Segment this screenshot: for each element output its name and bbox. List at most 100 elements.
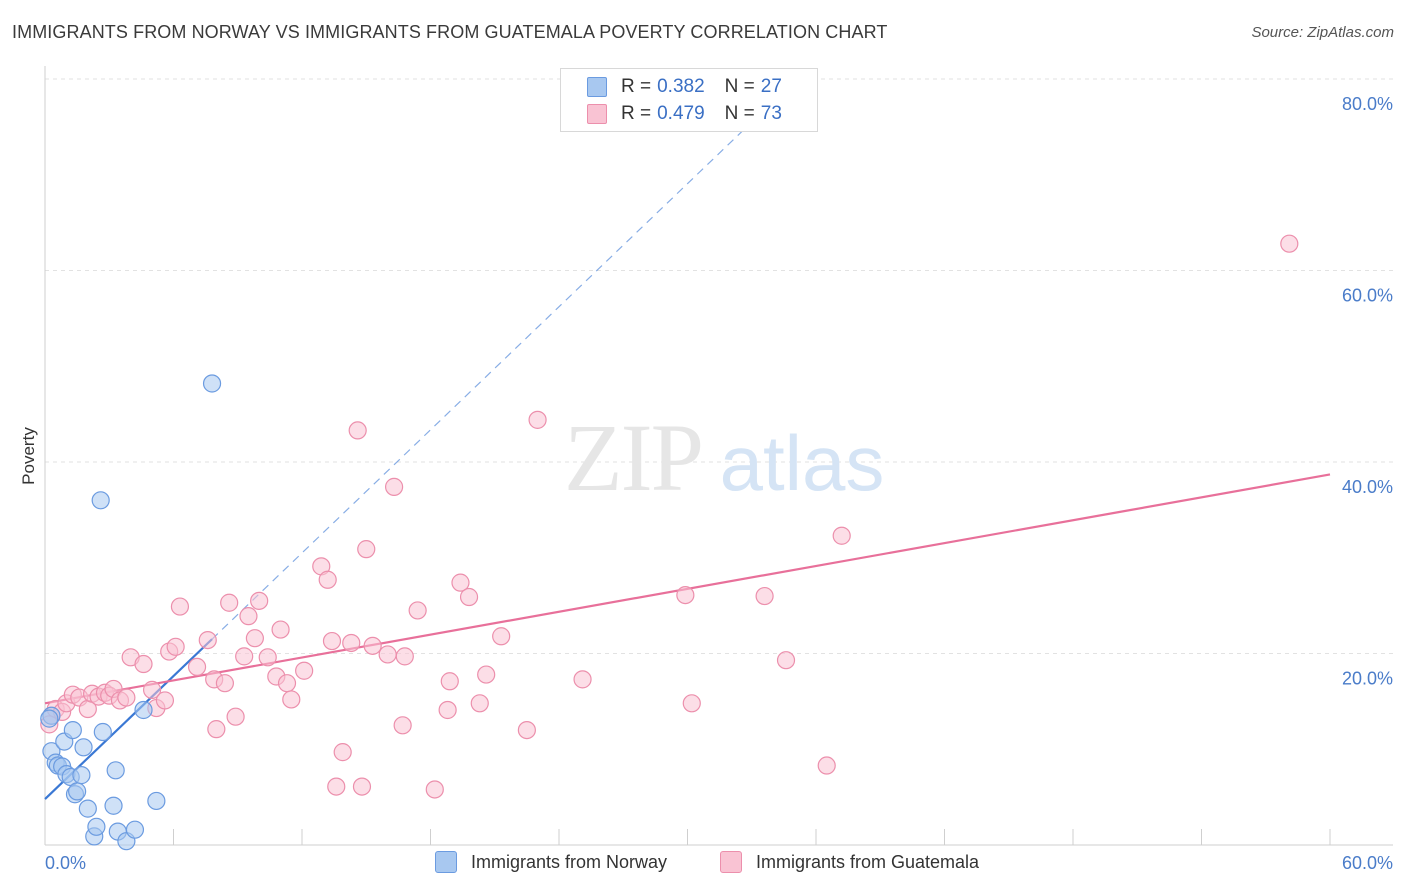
data-point-norway <box>74 738 93 757</box>
data-point-guatemala <box>438 700 457 720</box>
bottom-legend-norway: Immigrants from Norway <box>435 851 667 873</box>
data-point-norway <box>40 709 59 728</box>
bottom-legend: Immigrants from Norway Immigrants from G… <box>0 851 1406 877</box>
data-point-norway <box>202 374 222 393</box>
legend-swatch-norway <box>587 77 607 97</box>
data-point-guatemala <box>451 573 470 592</box>
data-point-guatemala <box>250 591 269 610</box>
data-point-norway <box>68 782 87 801</box>
bottom-legend-label-norway: Immigrants from Norway <box>471 851 668 872</box>
chart-title: IMMIGRANTS FROM NORWAY VS IMMIGRANTS FRO… <box>12 22 888 42</box>
data-point-guatemala <box>395 647 414 666</box>
data-point-guatemala <box>682 694 701 713</box>
y-tick-label: 80.0% <box>1342 94 1393 114</box>
data-point-guatemala <box>776 651 796 670</box>
data-point-guatemala <box>282 690 301 709</box>
data-point-guatemala <box>318 570 337 589</box>
data-point-guatemala <box>235 647 254 666</box>
data-points <box>40 234 1299 851</box>
data-point-guatemala <box>220 593 239 612</box>
data-point-guatemala <box>215 674 234 693</box>
legend-swatch-guatemala <box>587 104 607 124</box>
data-point-guatemala <box>117 688 136 707</box>
data-point-guatemala <box>517 720 536 740</box>
y-tick-label: 60.0% <box>1342 286 1393 306</box>
data-point-guatemala <box>333 743 352 762</box>
data-point-guatemala <box>198 630 217 650</box>
bottom-legend-guatemala: Immigrants from Guatemala <box>720 851 979 873</box>
legend-r-value: 0.382 <box>657 76 705 97</box>
watermark: ZIP atlas <box>564 404 884 511</box>
data-point-guatemala <box>477 665 496 684</box>
bottom-legend-swatch-guatemala <box>720 851 742 873</box>
data-point-norway <box>147 791 166 811</box>
data-point-guatemala <box>573 670 592 689</box>
data-point-norway <box>63 720 82 740</box>
watermark-atlas: atlas <box>720 419 885 507</box>
legend-box: R = 0.382 N = 27 R = 0.479 N = 73 <box>560 68 818 132</box>
legend-r-value: 0.479 <box>657 103 705 124</box>
tick-labels: 20.0% 40.0% 60.0% 80.0% 0.0% 60.0% <box>45 94 1393 873</box>
data-point-guatemala <box>327 777 346 796</box>
data-point-guatemala <box>676 585 695 605</box>
legend-r-label: R = <box>621 103 652 124</box>
source-label: Source: ZipAtlas.com <box>1251 24 1394 41</box>
bottom-legend-label-guatemala: Immigrants from Guatemala <box>756 851 980 872</box>
data-point-guatemala <box>459 587 479 607</box>
data-point-norway <box>93 722 112 742</box>
data-point-guatemala <box>239 607 258 626</box>
data-point-guatemala <box>342 633 361 653</box>
data-point-guatemala <box>170 597 190 616</box>
data-point-guatemala <box>755 586 774 606</box>
data-point-norway <box>134 700 153 720</box>
legend-r-label: R = <box>621 76 652 97</box>
grid-lines <box>45 78 1393 654</box>
legend-n-label: N = <box>724 103 755 124</box>
data-point-guatemala <box>528 410 547 429</box>
data-point-guatemala <box>352 777 372 796</box>
data-point-guatemala <box>378 645 397 664</box>
data-point-guatemala <box>166 637 185 656</box>
data-point-guatemala <box>408 601 427 620</box>
data-point-norway <box>104 796 123 815</box>
data-point-guatemala <box>155 691 175 710</box>
data-point-guatemala <box>470 694 489 713</box>
data-point-guatemala <box>817 756 836 775</box>
data-point-guatemala <box>134 654 153 674</box>
data-point-guatemala <box>142 680 162 699</box>
data-point-norway <box>78 799 97 818</box>
data-point-guatemala <box>277 674 297 693</box>
x-tick-label: 0.0% <box>45 853 86 873</box>
data-point-norway <box>125 820 145 839</box>
legend-n-label: N = <box>724 76 755 97</box>
data-point-guatemala <box>245 629 264 648</box>
data-point-guatemala <box>258 648 277 667</box>
data-point-guatemala <box>440 672 459 691</box>
legend-n-value: 73 <box>760 103 782 124</box>
data-point-guatemala <box>357 540 376 559</box>
data-point-norway <box>87 817 106 836</box>
y-axis-title: Poverty <box>19 427 38 485</box>
y-tick-label: 40.0% <box>1342 477 1393 497</box>
data-point-guatemala <box>492 627 511 646</box>
legend-row-guatemala: R = 0.479 N = 73 <box>587 102 782 126</box>
data-point-guatemala <box>207 720 226 739</box>
data-point-guatemala <box>187 657 207 677</box>
data-point-guatemala <box>363 636 382 655</box>
bottom-legend-swatch-norway <box>435 851 457 873</box>
data-point-guatemala <box>226 707 245 726</box>
data-point-guatemala <box>393 716 412 735</box>
data-point-guatemala <box>322 631 342 651</box>
data-point-guatemala <box>295 661 314 680</box>
legend-n-value: 27 <box>760 76 782 97</box>
data-point-guatemala <box>384 477 404 496</box>
legend-row-norway: R = 0.382 N = 27 <box>587 75 782 99</box>
y-tick-label: 20.0% <box>1342 669 1393 689</box>
data-point-guatemala <box>271 620 290 639</box>
data-point-guatemala <box>832 526 851 545</box>
data-point-norway <box>106 761 125 780</box>
data-point-norway <box>72 766 91 785</box>
data-point-norway <box>91 491 110 510</box>
trend-line-dashed-0 <box>211 121 753 640</box>
